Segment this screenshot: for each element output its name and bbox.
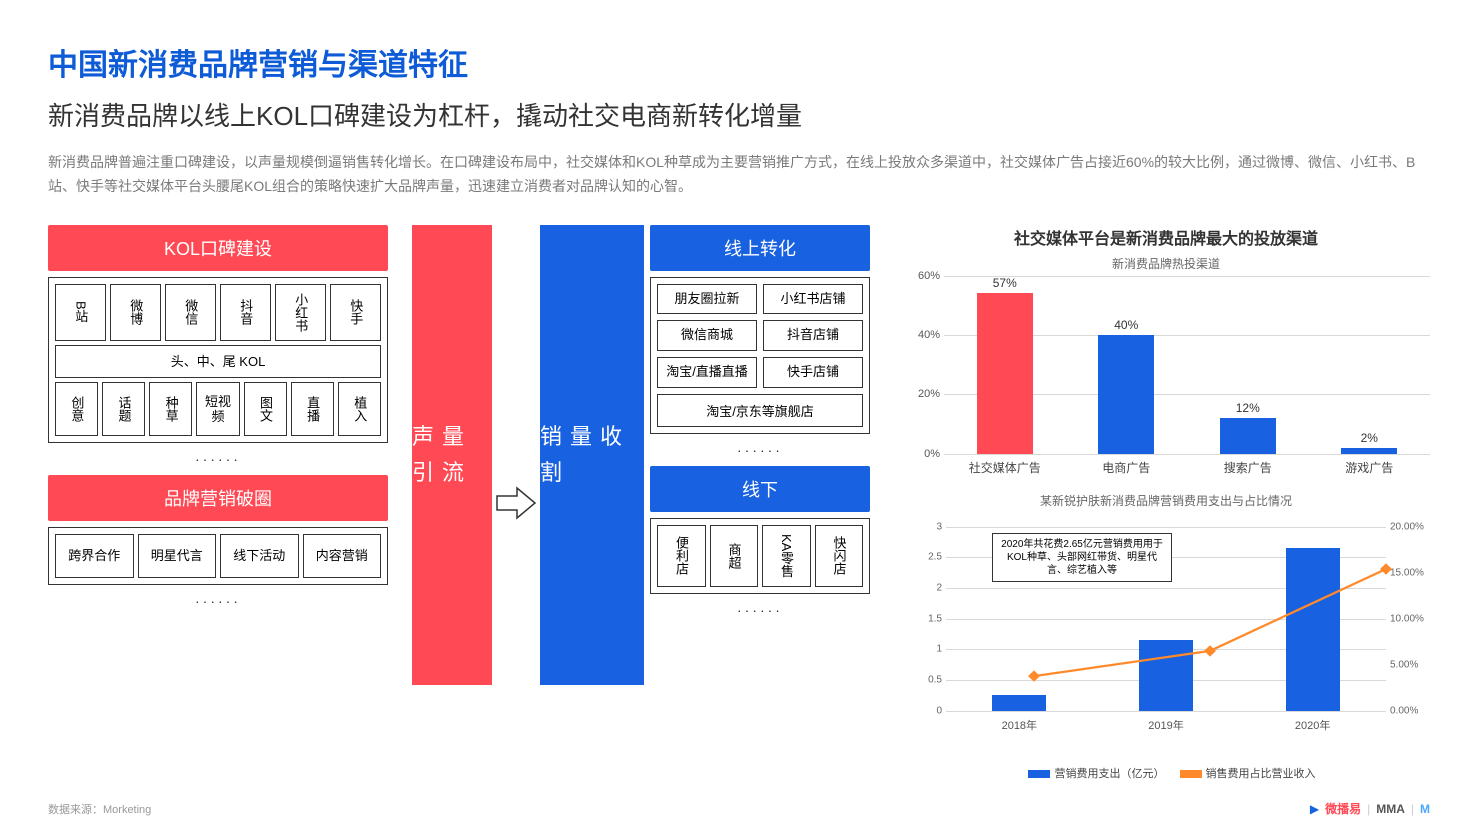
kol-platform-cell: 微博 xyxy=(110,284,161,341)
kol-format-cell: 短视频 xyxy=(196,382,239,436)
arrow-right-icon xyxy=(495,486,537,520)
brand-item-cell: 线下活动 xyxy=(220,534,299,578)
ellipsis: ······ xyxy=(650,442,870,458)
online-channel-cell: 抖音店铺 xyxy=(763,320,863,351)
kol-tier-label: 头、中、尾 KOL xyxy=(55,345,381,379)
page-title: 中国新消费品牌营销与渠道特征 xyxy=(48,40,1430,84)
chart1-bar: 60%40%20%0%57%社交媒体广告40%电商广告12%搜索广告2%游戏广告 xyxy=(902,276,1430,476)
data-source-footer: 数据来源：Morketing xyxy=(48,801,151,817)
chart2-combo: 32.521.510.5020.00%15.00%10.00%5.00%0.00… xyxy=(902,527,1430,737)
brand-header: 品牌营销破圈 xyxy=(48,475,388,521)
offline-group: 便利店商超KA零售快闪店 xyxy=(650,518,870,593)
kol-format-cell: 话题 xyxy=(102,382,145,436)
online-group: 朋友圈拉新小红书店铺微信商城抖音店铺淘宝/直播直播快手店铺淘宝/京东等旗舰店 xyxy=(650,277,870,435)
legend-bar-swatch xyxy=(1028,770,1050,778)
brand-item-cell: 跨界合作 xyxy=(55,534,134,578)
chart2-subtitle: 某新锐护肤新消费品牌营销费用支出与占比情况 xyxy=(902,492,1430,509)
play-icon: ▶ xyxy=(1310,802,1319,816)
chart1-bar-0 xyxy=(977,293,1033,454)
brand-item-cell: 明星代言 xyxy=(138,534,217,578)
page-subtitle: 新消费品牌以线上KOL口碑建设为杠杆，撬动社交电商新转化增量 xyxy=(48,96,1430,133)
chart1-title: 社交媒体平台是新消费品牌最大的投放渠道 xyxy=(902,225,1430,249)
chart1-bar-3 xyxy=(1341,448,1397,454)
chart1-bar-1 xyxy=(1098,335,1154,454)
online-channel-cell: 朋友圈拉新 xyxy=(657,284,757,315)
online-channel-cell: 快手店铺 xyxy=(763,357,863,388)
footer-logos: ▶ 微播易 | MMA | M xyxy=(1310,800,1430,817)
ellipsis: ······ xyxy=(650,602,870,618)
ellipsis: ······ xyxy=(48,593,388,609)
offline-item-cell: 商超 xyxy=(710,525,759,586)
kol-platform-cell: B站 xyxy=(55,284,106,341)
brand-item-cell: 内容营销 xyxy=(303,534,382,578)
offline-item-cell: 便利店 xyxy=(657,525,706,586)
pillar-traffic: 声量引流 xyxy=(412,225,492,685)
ellipsis: ······ xyxy=(48,451,388,467)
online-channel-cell: 淘宝/直播直播 xyxy=(657,357,757,388)
kol-format-cell: 图文 xyxy=(244,382,287,436)
kol-platforms-group: B站微博微信抖音小红书快手 头、中、尾 KOL 创意话题种草短视频图文直播植入 xyxy=(48,277,388,444)
brand-items-group: 跨界合作明星代言线下活动内容营销 xyxy=(48,527,388,585)
kol-platform-cell: 微信 xyxy=(165,284,216,341)
kol-platform-cell: 小红书 xyxy=(275,284,326,341)
kol-platform-cell: 抖音 xyxy=(220,284,271,341)
description-paragraph: 新消费品牌普遍注重口碑建设，以声量规模倒逼销售转化增长。在口碑建设布局中，社交媒… xyxy=(48,151,1430,199)
online-header: 线上转化 xyxy=(650,225,870,271)
online-channel-cell: 淘宝/京东等旗舰店 xyxy=(657,394,863,427)
online-channel-cell: 小红书店铺 xyxy=(763,284,863,315)
kol-platform-cell: 快手 xyxy=(330,284,381,341)
pillar-sales: 销量收割 xyxy=(540,225,644,685)
kol-header: KOL口碑建设 xyxy=(48,225,388,271)
legend-line-swatch xyxy=(1180,770,1202,778)
offline-item-cell: 快闪店 xyxy=(815,525,864,586)
kol-format-cell: 直播 xyxy=(291,382,334,436)
offline-item-cell: KA零售 xyxy=(762,525,811,586)
kol-format-cell: 植入 xyxy=(338,382,381,436)
chart1-bar-2 xyxy=(1220,418,1276,454)
chart2-annotation: 2020年共花费2.65亿元营销费用用于KOL种草、头部网红带货、明星代言、综艺… xyxy=(992,533,1172,582)
chart1-subtitle: 新消费品牌热投渠道 xyxy=(902,255,1430,272)
main-diagram: KOL口碑建设 B站微博微信抖音小红书快手 头、中、尾 KOL 创意话题种草短视… xyxy=(48,225,1430,781)
chart2-legend: 营销费用支出（亿元） 销售费用占比营业收入 xyxy=(902,765,1430,781)
kol-format-cell: 创意 xyxy=(55,382,98,436)
offline-header: 线下 xyxy=(650,466,870,512)
online-channel-cell: 微信商城 xyxy=(657,320,757,351)
kol-format-cell: 种草 xyxy=(149,382,192,436)
